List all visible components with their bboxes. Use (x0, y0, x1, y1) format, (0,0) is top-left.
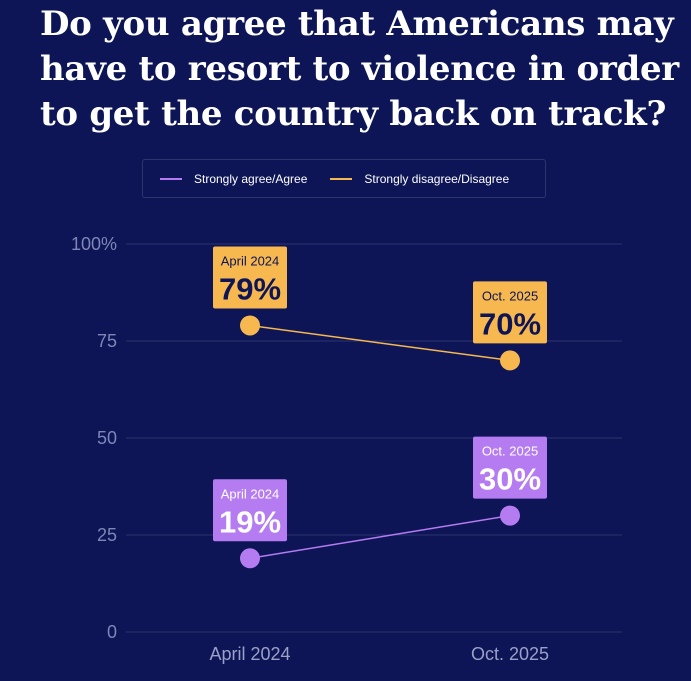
data-label-period: Oct. 2025 (482, 444, 538, 459)
legend-item-disagree: Strongly disagree/Disagree (330, 172, 509, 186)
x-tick-label: April 2024 (209, 644, 290, 664)
data-label-period: Oct. 2025 (482, 288, 538, 303)
legend-label-agree: Strongly agree/Agree (194, 171, 308, 186)
chart-title: Do you agree that Americans may have to … (40, 4, 679, 134)
data-label-value: 79% (219, 271, 281, 306)
data-label-box (473, 436, 547, 499)
legend-swatch-agree (160, 177, 182, 180)
legend-label-disagree: Strongly disagree/Disagree (364, 171, 510, 186)
legend-item-agree: Strongly agree/Agree (160, 172, 307, 186)
data-point (500, 505, 520, 526)
y-tick-label: 25 (97, 525, 117, 545)
data-label-period: April 2024 (221, 253, 280, 268)
legend: Strongly agree/Agree Strongly disagree/D… (142, 159, 546, 198)
x-tick-label: Oct. 2025 (471, 644, 549, 664)
data-label-value: 19% (219, 504, 281, 539)
data-label-value: 70% (479, 306, 541, 341)
y-tick-label: 100% (71, 234, 117, 254)
data-point (240, 548, 260, 569)
data-label-value: 30% (479, 462, 541, 497)
data-point (500, 350, 520, 371)
series-line (249, 514, 511, 560)
data-label-box (473, 281, 547, 344)
legend-swatch-disagree (330, 177, 353, 180)
data-label-box (213, 246, 287, 309)
data-label-period: April 2024 (221, 486, 280, 501)
y-tick-label: 50 (97, 428, 117, 448)
y-tick-label: 0 (107, 622, 117, 642)
y-tick-label: 75 (97, 331, 117, 351)
data-point (240, 315, 260, 336)
data-label-box (213, 479, 287, 542)
series-line (249, 324, 511, 362)
